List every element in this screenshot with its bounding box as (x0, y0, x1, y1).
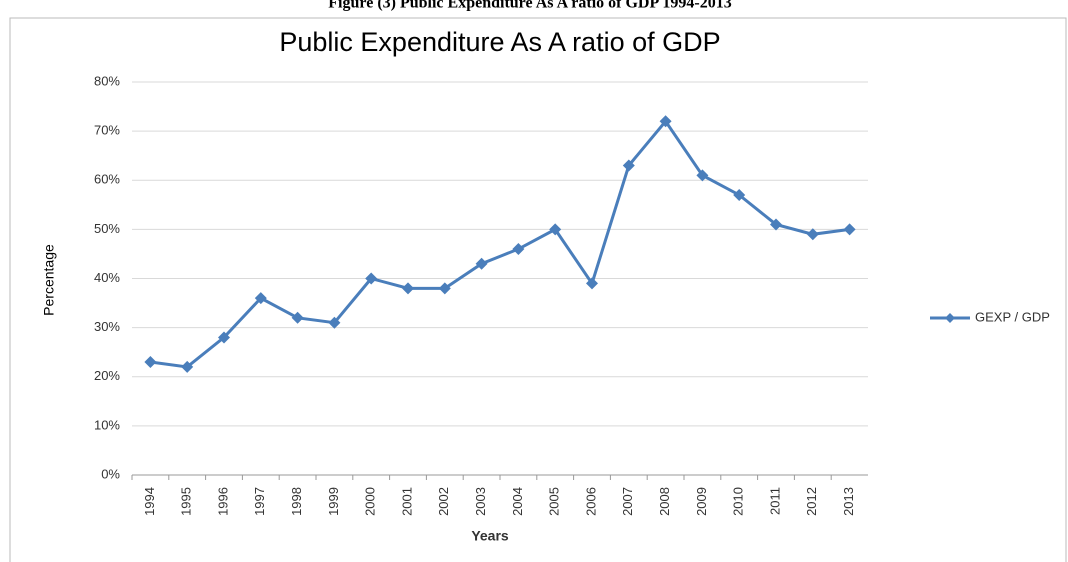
x-tick-label: 2006 (583, 487, 598, 516)
marker (291, 311, 304, 324)
marker (696, 169, 709, 182)
y-tick-label: 30% (94, 319, 120, 334)
marker (218, 331, 230, 344)
x-tick-label: 2007 (620, 487, 635, 516)
y-tick-label: 40% (94, 270, 120, 285)
marker (328, 316, 341, 329)
marker (402, 282, 414, 295)
x-tick-label: 2001 (399, 487, 414, 516)
x-tick-label: 2009 (694, 487, 709, 516)
y-tick-label: 20% (94, 368, 120, 383)
x-tick-label: 1999 (326, 487, 341, 516)
chart-title: Public Expenditure As A ratio of GDP (279, 27, 720, 57)
x-axis-label: Years (471, 528, 509, 544)
x-tick-label: 2000 (363, 487, 378, 516)
line (150, 118, 850, 369)
x-tick-label: 1996 (215, 487, 230, 516)
y-axis-label: Percentage (41, 244, 57, 316)
marker (254, 292, 267, 305)
y-tick-label: 60% (94, 172, 120, 187)
y-tick-label: 70% (94, 123, 120, 138)
legend-marker (945, 313, 955, 323)
marker (659, 115, 672, 128)
x-tick-label: 2013 (841, 487, 856, 516)
marker (806, 228, 819, 241)
x-tick-label: 2010 (731, 487, 746, 516)
x-tick-label: 2011 (767, 487, 782, 515)
marker (622, 159, 635, 172)
marker (549, 223, 562, 236)
marker (365, 272, 378, 285)
marker (438, 282, 451, 295)
x-tick-label: 1998 (289, 487, 304, 516)
x-tick-label: 2012 (804, 487, 819, 516)
y-tick-label: 0% (101, 466, 120, 481)
marker (843, 223, 856, 236)
x-tick-label: 2002 (436, 487, 451, 516)
marker (512, 243, 525, 256)
marker (144, 356, 157, 369)
caption: Figure (3) Public Expenditure As A ratio… (328, 0, 731, 12)
x-tick-label: 2004 (510, 487, 525, 516)
x-tick-label: 2005 (547, 487, 562, 516)
marker (770, 218, 782, 231)
x-tick-label: 1995 (179, 487, 194, 516)
marker (181, 360, 194, 373)
marker (733, 188, 746, 201)
y-tick-label: 10% (94, 417, 120, 432)
x-tick-label: 1997 (252, 487, 267, 516)
marker (586, 277, 598, 290)
x-tick-label: 2003 (473, 487, 488, 516)
marker (475, 257, 488, 270)
y-tick-label: 80% (94, 73, 120, 88)
x-tick-label: 2008 (657, 487, 672, 516)
x-tick-label: 1994 (142, 487, 157, 516)
legend-label: GEXP / GDP (975, 309, 1050, 324)
y-tick-label: 50% (94, 221, 120, 236)
chart-frame (9, 17, 1067, 562)
